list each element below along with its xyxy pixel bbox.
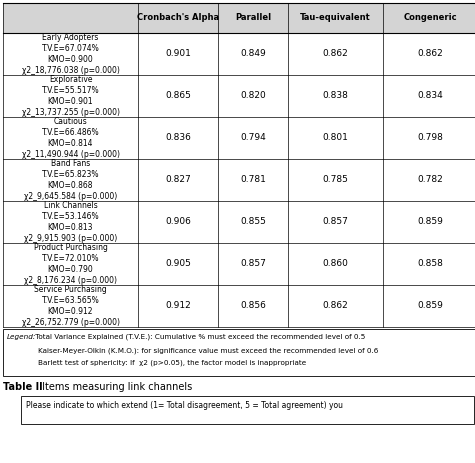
Text: Tau-equivalent: Tau-equivalent <box>300 13 371 23</box>
Bar <box>3 3 475 33</box>
Text: Please indicate to which extend (1= Total disagreement, 5 = Total agreement) you: Please indicate to which extend (1= Tota… <box>26 401 343 410</box>
Text: 0.862: 0.862 <box>323 50 348 58</box>
Text: Early Adopters
T.V.E=67.074%
KMO=0.900
χ2_18,776.038 (p=0.000): Early Adopters T.V.E=67.074% KMO=0.900 χ… <box>21 33 119 75</box>
Text: 0.781: 0.781 <box>240 175 266 184</box>
Bar <box>3 329 475 376</box>
Text: 0.836: 0.836 <box>165 133 191 143</box>
Text: 0.859: 0.859 <box>418 218 444 226</box>
Text: 0.801: 0.801 <box>323 133 349 143</box>
Text: Table II: Table II <box>3 382 43 392</box>
Bar <box>3 75 475 117</box>
Bar <box>3 117 475 159</box>
Text: Congeneric: Congeneric <box>404 13 457 23</box>
Text: 0.857: 0.857 <box>323 218 349 226</box>
Text: Parallel: Parallel <box>235 13 271 23</box>
Text: Legend:: Legend: <box>7 334 37 340</box>
Text: Items measuring link channels: Items measuring link channels <box>39 382 192 392</box>
Text: 0.855: 0.855 <box>240 218 266 226</box>
Text: 0.862: 0.862 <box>323 301 348 311</box>
Text: Band Fans
T.V.E=65.823%
KMO=0.868
χ2_9,645.584 (p=0.000): Band Fans T.V.E=65.823% KMO=0.868 χ2_9,6… <box>24 159 117 201</box>
Bar <box>3 159 475 201</box>
Text: 0.838: 0.838 <box>323 92 349 100</box>
Text: 0.906: 0.906 <box>165 218 191 226</box>
Text: 0.901: 0.901 <box>165 50 191 58</box>
Text: 0.912: 0.912 <box>165 301 191 311</box>
Text: 0.860: 0.860 <box>323 259 349 269</box>
Text: 0.865: 0.865 <box>165 92 191 100</box>
Bar <box>3 285 475 327</box>
Text: 0.857: 0.857 <box>240 259 266 269</box>
Text: 0.798: 0.798 <box>418 133 444 143</box>
Text: 0.905: 0.905 <box>165 259 191 269</box>
Text: 0.856: 0.856 <box>240 301 266 311</box>
Text: Total Variance Explained (T.V.E.): Cumulative % must exceed the recommended leve: Total Variance Explained (T.V.E.): Cumul… <box>33 334 365 340</box>
Text: 0.782: 0.782 <box>418 175 443 184</box>
Text: 0.827: 0.827 <box>165 175 191 184</box>
Text: Product Purchasing
T.V.E=72.010%
KMO=0.790
χ2_8,176.234 (p=0.000): Product Purchasing T.V.E=72.010% KMO=0.7… <box>24 243 117 285</box>
Text: 0.862: 0.862 <box>418 50 443 58</box>
Text: Explorative
T.V.E=55.517%
KMO=0.901
χ2_13,737.255 (p=0.000): Explorative T.V.E=55.517% KMO=0.901 χ2_1… <box>21 75 120 117</box>
Text: Kaiser-Meyer-Olkin (K.M.O.): for significance value must exceed the recommended : Kaiser-Meyer-Olkin (K.M.O.): for signifi… <box>38 347 379 353</box>
Text: 0.849: 0.849 <box>240 50 266 58</box>
Bar <box>3 243 475 285</box>
Text: 0.794: 0.794 <box>240 133 266 143</box>
Text: 0.820: 0.820 <box>240 92 266 100</box>
Text: Link Channels
T.V.E=53.146%
KMO=0.813
χ2_9,915.903 (p=0.000): Link Channels T.V.E=53.146% KMO=0.813 χ2… <box>24 201 117 243</box>
Text: Cronbach's Alpha: Cronbach's Alpha <box>137 13 219 23</box>
Text: Barlett test of sphericity: If  χ2 (p>0.05), the factor model is inappropriate: Barlett test of sphericity: If χ2 (p>0.0… <box>38 360 306 367</box>
Text: 0.858: 0.858 <box>418 259 444 269</box>
Bar <box>3 33 475 75</box>
Text: 0.785: 0.785 <box>323 175 349 184</box>
Text: Service Purchasing
T.V.E=63.565%
KMO=0.912
χ2_26,752.779 (p=0.000): Service Purchasing T.V.E=63.565% KMO=0.9… <box>21 285 120 327</box>
Bar <box>3 201 475 243</box>
Text: 0.859: 0.859 <box>418 301 444 311</box>
Bar <box>21 396 474 424</box>
Text: 0.834: 0.834 <box>418 92 443 100</box>
Text: Cautious
T.V.E=66.486%
KMO=0.814
χ2_11,490.944 (p=0.000): Cautious T.V.E=66.486% KMO=0.814 χ2_11,4… <box>21 117 120 159</box>
